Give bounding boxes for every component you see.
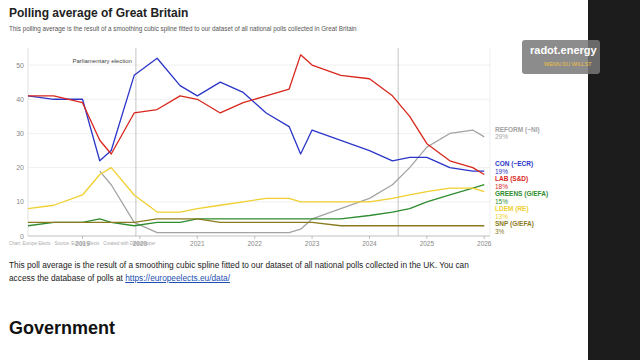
series-line: [28, 55, 484, 175]
logo-tagline: WENN DU WILLST: [544, 61, 592, 67]
x-tick-label: 2024: [362, 240, 377, 247]
chart-subtitle: This polling average is the result of a …: [9, 25, 357, 32]
x-tick: [426, 236, 427, 239]
y-tick-label: 10: [16, 198, 24, 205]
value-label: 18%: [495, 183, 508, 190]
grid-line: [28, 236, 490, 237]
plot-edge: [490, 48, 491, 236]
x-tick: [484, 236, 485, 239]
source-note: Chart: Europe Elects · Source: Europe El…: [9, 241, 156, 246]
grid-line: [28, 201, 490, 202]
x-tick-label: 2023: [305, 240, 320, 247]
x-tick-label: 2026: [477, 240, 492, 247]
y-tick-label: 20: [16, 164, 24, 171]
y-tick-label: 40: [16, 96, 24, 103]
logo-text: radot.energy: [530, 44, 597, 56]
y-axis-line: [28, 48, 29, 236]
x-tick-label: 2021: [190, 240, 205, 247]
link[interactable]: https://europeelects.eu/data/: [125, 273, 230, 283]
chart-title: Polling average of Great Britain: [9, 6, 188, 20]
grid-line: [28, 167, 490, 168]
y-tick-label: 50: [16, 62, 24, 69]
page: Polling average of Great Britain This pol…: [0, 0, 640, 360]
value-label: 13%: [495, 213, 508, 220]
series-line: [28, 185, 484, 226]
x-tick: [254, 236, 255, 239]
series-line: [28, 168, 484, 212]
value-label: 29%: [495, 133, 508, 140]
x-tick: [369, 236, 370, 239]
chart: 0102030405020192020202120222023202420252…: [0, 0, 640, 250]
paragraph: This poll average is the result of a smo…: [9, 259, 489, 285]
value-label: 3%: [495, 228, 505, 235]
grid-line: [28, 99, 490, 100]
x-tick-label: 2022: [247, 240, 262, 247]
annotation-label: Parliamentary election: [73, 58, 132, 64]
grid-line: [28, 65, 490, 66]
x-tick: [312, 236, 313, 239]
annotation-line: [135, 48, 136, 236]
value-label: 19%: [495, 168, 508, 175]
series-line: [28, 58, 484, 171]
plot-area: [28, 48, 484, 236]
series-line: [100, 130, 485, 233]
y-tick-label: 30: [16, 130, 24, 137]
annotation-line: [398, 48, 399, 236]
x-tick-label: 2025: [420, 240, 435, 247]
x-tick: [139, 236, 140, 239]
section-heading: Government: [9, 318, 115, 339]
y-tick-label: 0: [20, 233, 24, 240]
series-line: [28, 219, 484, 226]
x-tick: [197, 236, 198, 239]
paragraph-text: This poll average is the result of a smo…: [9, 260, 469, 283]
x-tick: [82, 236, 83, 239]
value-label: 15%: [495, 198, 508, 205]
